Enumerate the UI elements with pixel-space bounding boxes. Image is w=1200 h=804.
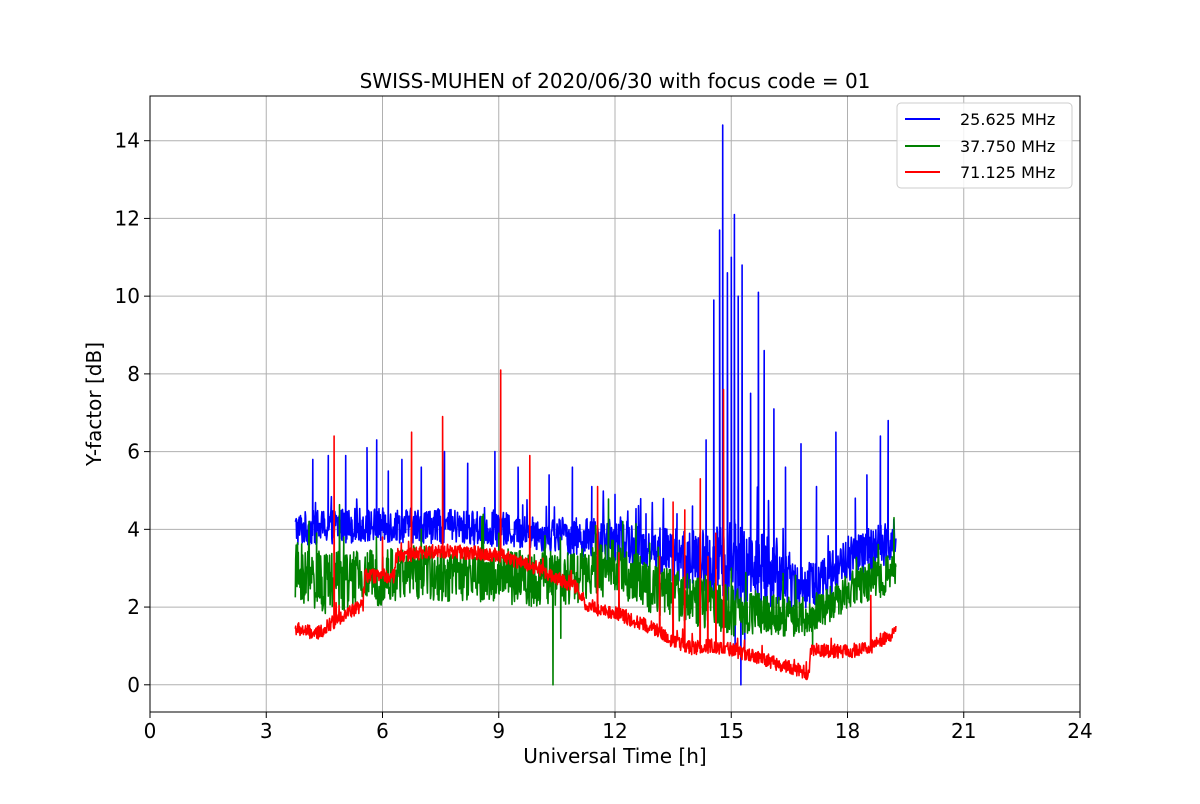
series-71-125-mhz [294, 369, 897, 681]
series-37-750-mhz [294, 498, 897, 686]
x-tick-label: 15 [719, 719, 744, 743]
series-layer [294, 124, 897, 686]
x-tick-label: 12 [602, 719, 627, 743]
x-tick-label: 6 [376, 719, 389, 743]
legend-box [896, 102, 1073, 189]
x-tick-label: 24 [1067, 719, 1092, 743]
x-tick-label: 21 [951, 719, 976, 743]
y-tick-label: 14 [115, 129, 140, 153]
legend: 25.625 MHz 37.750 MHz 71.125 MHz [896, 102, 1073, 189]
y-axis-label: Y-factor [dB] [82, 342, 106, 467]
y-axis: 0 2 4 6 8 10 12 14 [115, 129, 150, 697]
x-axis: 0 3 6 9 12 15 18 21 24 [144, 712, 1093, 743]
y-tick-label: 2 [127, 595, 140, 619]
legend-label-71mhz: 71.125 MHz [960, 163, 1055, 182]
legend-label-37mhz: 37.750 MHz [960, 137, 1055, 156]
y-tick-label: 10 [115, 284, 140, 308]
y-tick-label: 6 [127, 440, 140, 464]
y-tick-label: 8 [127, 362, 140, 386]
x-axis-label: Universal Time [h] [523, 744, 706, 768]
x-tick-label: 3 [260, 719, 273, 743]
x-tick-label: 9 [492, 719, 505, 743]
y-tick-label: 0 [127, 673, 140, 697]
x-tick-label: 0 [144, 719, 157, 743]
y-tick-label: 12 [115, 206, 140, 230]
chart-title: SWISS-MUHEN of 2020/06/30 with focus cod… [360, 69, 871, 93]
legend-label-25mhz: 25.625 MHz [960, 110, 1055, 129]
y-tick-label: 4 [127, 517, 140, 541]
x-tick-label: 18 [835, 719, 860, 743]
